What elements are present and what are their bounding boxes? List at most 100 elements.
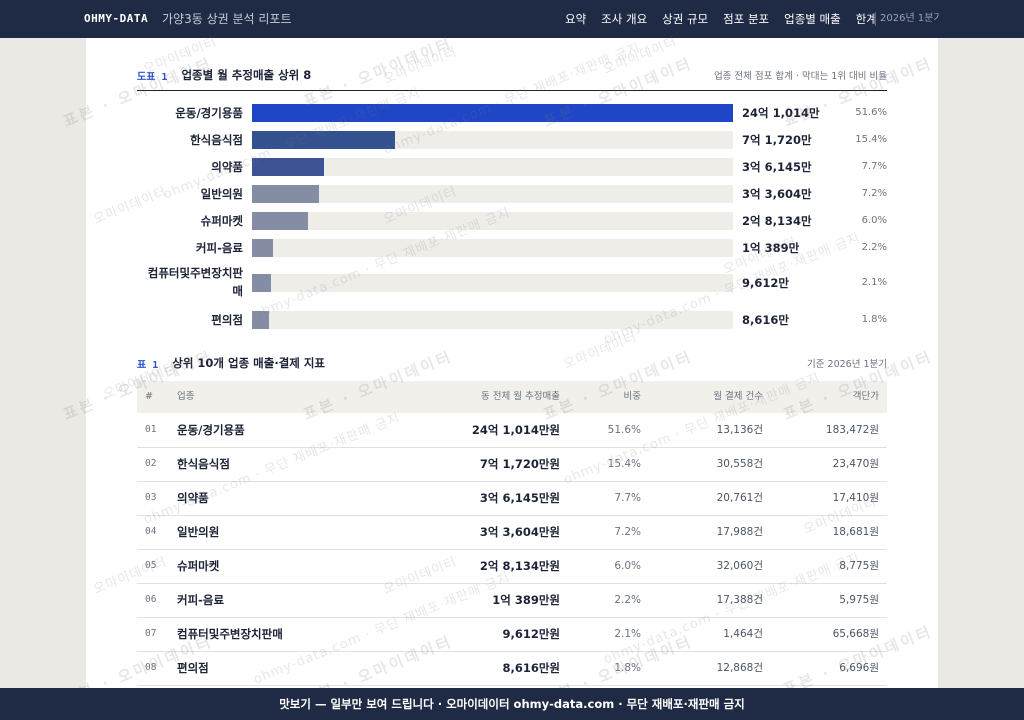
bar-value-label: 1억 389만 <box>742 241 800 255</box>
bar-share-label: 15.4% <box>855 134 887 145</box>
table-label: 표 1 <box>137 359 159 371</box>
row-aov: 18,681원 <box>832 526 879 538</box>
col-header-category: 업종 <box>177 391 195 402</box>
preview-banner: 맛보기 — 일부만 보여 드립니다 · 오마이데이터 ohmy-data.com… <box>0 688 1024 720</box>
row-rank: 04 <box>145 526 157 537</box>
col-header-aov: 객단가 <box>852 391 879 402</box>
table-row: 01 운동/경기용품 24억 1,014만원 51.6% 13,136건 183… <box>137 413 887 448</box>
table-row: 08 편의점 8,616만원 1.8% 12,868건 6,696원 <box>137 651 887 686</box>
bar-share-label: 2.2% <box>861 242 887 253</box>
row-rank: 06 <box>145 594 157 605</box>
bar <box>252 212 309 230</box>
bar-row: 커피-음료 1억 389만 2.2% <box>137 239 887 257</box>
main-nav: 요약 조사 개요 상권 규모 점포 분포 업종별 매출 한계 <box>565 0 892 38</box>
row-category: 일반의원 <box>177 525 220 539</box>
bar <box>252 274 272 292</box>
row-category: 컴퓨터및주변장치판매 <box>177 627 283 641</box>
nav-link-market-size[interactable]: 상권 규모 <box>662 12 709 26</box>
chart-title: 업종별 월 추정매출 상위 8 <box>181 68 312 82</box>
bar-share-label: 51.6% <box>855 107 887 118</box>
bar-value-label: 7억 1,720만 <box>742 133 812 147</box>
bar-category-label: 편의점 <box>211 313 243 327</box>
bar-value-label: 24억 1,014만 <box>742 106 820 120</box>
row-count: 20,761건 <box>716 492 763 504</box>
nav-link-store-distribution[interactable]: 점포 분포 <box>723 12 770 26</box>
period-tag: 2026년 1분기 <box>880 13 940 24</box>
row-aov: 65,668원 <box>832 628 879 640</box>
bar-category-label: 의약품 <box>211 160 243 174</box>
row-share: 2.1% <box>614 628 641 640</box>
bar <box>252 104 733 122</box>
bar-track <box>252 311 733 329</box>
bar <box>252 311 270 329</box>
bar-share-label: 2.1% <box>861 277 887 288</box>
bar <box>252 131 396 149</box>
row-sales: 8,616만원 <box>502 661 560 675</box>
bar-value-label: 3억 3,604만 <box>742 187 812 201</box>
bar-row: 운동/경기용품 24억 1,014만 51.6% <box>137 104 887 122</box>
row-share: 6.0% <box>614 560 641 572</box>
bar-share-label: 1.8% <box>861 314 887 325</box>
row-sales: 3억 3,604만원 <box>479 525 560 539</box>
bar-share-label: 7.7% <box>861 161 887 172</box>
row-category: 커피-음료 <box>177 593 225 607</box>
table-row: 04 일반의원 3억 3,604만원 7.2% 17,988건 18,681원 <box>137 515 887 550</box>
bar-value-label: 2억 8,134만 <box>742 214 812 228</box>
row-sales: 9,612만원 <box>502 627 560 641</box>
row-rank: 01 <box>145 424 157 435</box>
bar-track <box>252 158 733 176</box>
row-count: 17,388건 <box>716 594 763 606</box>
table-note: 기준 2026년 1분기 <box>807 359 887 370</box>
row-share: 51.6% <box>607 424 641 436</box>
row-rank: 08 <box>145 662 157 673</box>
row-aov: 17,410원 <box>832 492 879 504</box>
row-share: 2.2% <box>614 594 641 606</box>
bar-row: 일반의원 3억 3,604만 7.2% <box>137 185 887 203</box>
chart-divider <box>137 90 887 91</box>
table-section-header: 표 1 상위 10개 업종 매출·결제 지표 기준 2026년 1분기 <box>137 353 887 373</box>
nav-divider <box>875 12 876 26</box>
bar-row: 편의점 8,616만 1.8% <box>137 311 887 329</box>
bar-category-label: 한식음식점 <box>190 133 243 147</box>
row-aov: 6,696원 <box>839 662 879 674</box>
row-sales: 2억 8,134만원 <box>479 559 560 573</box>
bar-track <box>252 239 733 257</box>
brand-logo[interactable]: OHMY-DATA <box>84 12 149 25</box>
row-sales: 3억 6,145만원 <box>479 491 560 505</box>
bar-category-label: 슈퍼마켓 <box>200 214 243 228</box>
row-aov: 23,470원 <box>832 458 879 470</box>
nav-link-overview[interactable]: 조사 개요 <box>601 12 648 26</box>
row-aov: 183,472원 <box>825 424 879 436</box>
nav-link-summary[interactable]: 요약 <box>565 12 587 26</box>
bar-row: 한식음식점 7억 1,720만 15.4% <box>137 131 887 149</box>
row-category: 의약품 <box>177 491 209 505</box>
row-share: 15.4% <box>607 458 641 470</box>
col-header-count: 월 결제 건수 <box>713 391 763 402</box>
row-count: 13,136건 <box>716 424 763 436</box>
bar-track <box>252 212 733 230</box>
col-header-share: 비중 <box>623 391 641 402</box>
table-header: # 업종 동 전체 월 추정매출 비중 월 결제 건수 객단가 <box>137 381 887 413</box>
nav-link-limitations[interactable]: 한계 <box>855 12 877 26</box>
nav-link-sales-by-category[interactable]: 업종별 매출 <box>784 12 841 26</box>
row-share: 7.2% <box>614 526 641 538</box>
bar <box>252 158 325 176</box>
row-sales: 1억 389만원 <box>492 593 560 607</box>
bar-row: 슈퍼마켓 2억 8,134만 6.0% <box>137 212 887 230</box>
bar-category-label: 일반의원 <box>200 187 243 201</box>
bar-track <box>252 274 733 292</box>
bar-track <box>252 131 733 149</box>
bar <box>252 185 320 203</box>
col-header-sales: 동 전체 월 추정매출 <box>481 391 560 402</box>
bar-category-label: 컴퓨터및주변장치판매 <box>147 266 243 298</box>
bar-track <box>252 104 733 122</box>
bar <box>252 239 273 257</box>
row-count: 17,988건 <box>716 526 763 538</box>
row-count: 30,558건 <box>716 458 763 470</box>
row-aov: 8,775원 <box>839 560 879 572</box>
row-sales: 24억 1,014만원 <box>471 423 560 437</box>
bar-track <box>252 185 733 203</box>
row-rank: 02 <box>145 458 157 469</box>
row-count: 1,464건 <box>723 628 763 640</box>
chart-figure-label: 도표 1 <box>137 71 168 83</box>
